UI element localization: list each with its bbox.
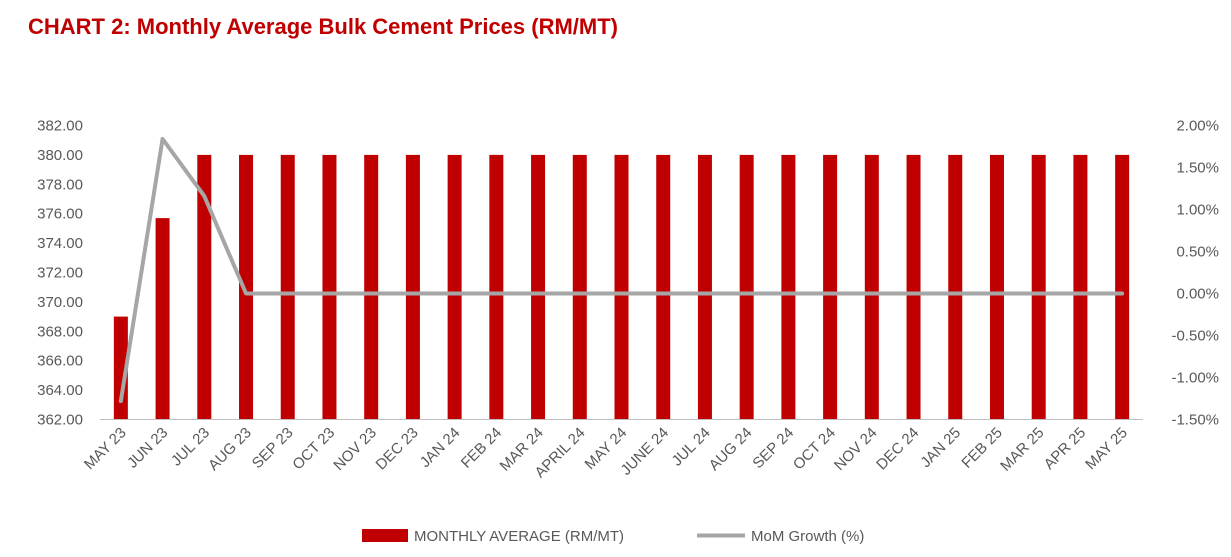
bar-feb-24 (489, 154, 504, 420)
x-tick-label: DEC 24 (873, 424, 922, 473)
legend-bar-swatch (362, 529, 408, 542)
left-tick-label: 376.00 (37, 206, 83, 223)
left-tick-label: 364.00 (37, 382, 83, 399)
x-tick-label: NOV 23 (330, 424, 380, 474)
right-tick-label: 0.00% (1176, 286, 1219, 303)
bar-series (113, 154, 1130, 420)
x-tick-label: JUN 23 (124, 424, 171, 471)
bar-dec-24 (906, 154, 921, 420)
chart-title: CHART 2: Monthly Average Bulk Cement Pri… (28, 14, 619, 39)
left-axis-ticks: 362.00 364.00 366.00 368.00 370.00 372.00 374.… (37, 118, 83, 429)
x-tick-label: SEP 24 (749, 424, 797, 472)
right-tick-label: -1.50% (1171, 412, 1219, 429)
bar-feb-25 (989, 154, 1004, 420)
bar-apr-25 (1073, 154, 1088, 420)
right-tick-label: 0.50% (1176, 244, 1219, 261)
bar-jun-23 (155, 218, 170, 420)
bar-jan-24 (447, 154, 462, 420)
left-tick-label: 372.00 (37, 265, 83, 282)
x-tick-label: DEC 23 (373, 424, 422, 473)
left-tick-label: 362.00 (37, 412, 83, 429)
bar-oct-23 (322, 154, 337, 420)
bar-may-25 (1115, 154, 1130, 420)
x-tick-label: JAN 24 (417, 424, 464, 471)
bar-sep-23 (280, 154, 295, 420)
left-tick-label: 366.00 (37, 353, 83, 370)
bar-sep-24 (781, 154, 796, 420)
x-tick-label: AUG 24 (706, 424, 756, 474)
left-tick-label: 378.00 (37, 176, 83, 193)
legend: MONTHLY AVERAGE (RM/MT) MoM Growth (%) (362, 528, 864, 545)
left-tick-label: 374.00 (37, 235, 83, 252)
legend-line-label: MoM Growth (%) (751, 528, 864, 545)
bar-oct-24 (823, 154, 838, 420)
x-tick-label: AUG 23 (205, 424, 255, 474)
bar-aug-24 (739, 154, 754, 420)
x-tick-label: MAY 25 (1082, 424, 1131, 473)
bar-nov-23 (364, 154, 379, 420)
right-tick-label: 1.50% (1176, 160, 1219, 177)
right-tick-label: -1.00% (1171, 370, 1219, 387)
legend-bar-label: MONTHLY AVERAGE (RM/MT) (414, 528, 624, 545)
bar-may-23 (113, 316, 128, 420)
left-tick-label: 368.00 (37, 323, 83, 340)
right-tick-label: 1.00% (1176, 202, 1219, 219)
bar-june-24 (656, 154, 671, 420)
bar-mar-25 (1031, 154, 1046, 420)
left-tick-label: 382.00 (37, 118, 83, 135)
right-axis-ticks: -1.50% -1.00% -0.50% 0.00% 0.50% 1.00% 1.50% 2.… (1171, 118, 1219, 429)
x-tick-label: MAR 25 (997, 424, 1047, 474)
x-tick-label: JAN 25 (917, 424, 964, 471)
bar-may-24 (614, 154, 629, 420)
bar-dec-23 (405, 154, 420, 420)
bar-april-24 (572, 154, 587, 420)
x-tick-label: APR 25 (1041, 424, 1090, 473)
x-tick-label: NOV 24 (831, 424, 881, 474)
bar-jan-25 (948, 154, 963, 420)
bar-mar-24 (531, 154, 546, 420)
bar-jul-23 (197, 154, 212, 420)
x-tick-label: SEP 23 (249, 424, 297, 472)
left-tick-label: 370.00 (37, 294, 83, 311)
x-tick-label: MAY 23 (81, 424, 130, 473)
x-tick-label: OCT 24 (790, 424, 839, 473)
left-tick-label: 380.00 (37, 147, 83, 164)
growth-line (118, 136, 1125, 404)
bar-nov-24 (864, 154, 879, 420)
x-tick-label: OCT 23 (289, 424, 338, 473)
right-tick-label: 2.00% (1176, 118, 1219, 135)
right-tick-label: -0.50% (1171, 328, 1219, 345)
bar-aug-23 (239, 154, 254, 420)
bar-jul-24 (697, 154, 712, 420)
